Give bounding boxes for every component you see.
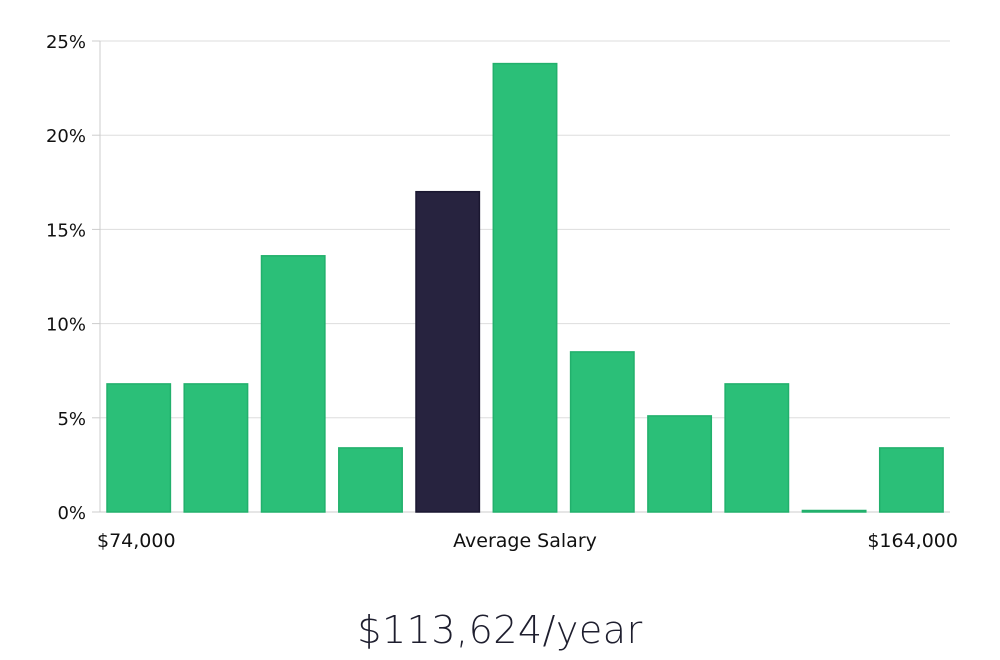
bars bbox=[106, 62, 944, 513]
bar bbox=[492, 62, 558, 513]
bar bbox=[338, 447, 403, 513]
bar bbox=[183, 383, 249, 513]
bar bbox=[260, 255, 326, 513]
y-tick-label: 20% bbox=[46, 126, 86, 147]
x-axis-labels: $74,000 Average Salary $164,000 bbox=[97, 530, 958, 552]
bar bbox=[647, 415, 713, 513]
bar bbox=[801, 509, 867, 513]
x-label-min: $74,000 bbox=[97, 530, 176, 552]
y-tick-label: 15% bbox=[46, 220, 86, 241]
salary-histogram: 0% 5% 10% 15% 20% 25% $74,000 Average Salary … bbox=[46, 32, 958, 552]
bar bbox=[878, 447, 944, 513]
x-label-average: Average Salary bbox=[453, 530, 597, 552]
y-axis-ticks: 0% 5% 10% 15% 20% 25% bbox=[46, 32, 100, 524]
y-tick-label: 10% bbox=[46, 315, 86, 336]
bar bbox=[569, 351, 635, 513]
bar-average-salary bbox=[415, 190, 481, 513]
y-tick-label: 25% bbox=[46, 32, 86, 53]
bar bbox=[724, 383, 790, 513]
y-tick-label: 0% bbox=[57, 503, 86, 524]
y-tick-label: 5% bbox=[57, 409, 86, 430]
bar bbox=[106, 383, 172, 513]
x-label-max: $164,000 bbox=[867, 530, 958, 552]
average-salary-value: $113,624/year bbox=[357, 608, 643, 652]
